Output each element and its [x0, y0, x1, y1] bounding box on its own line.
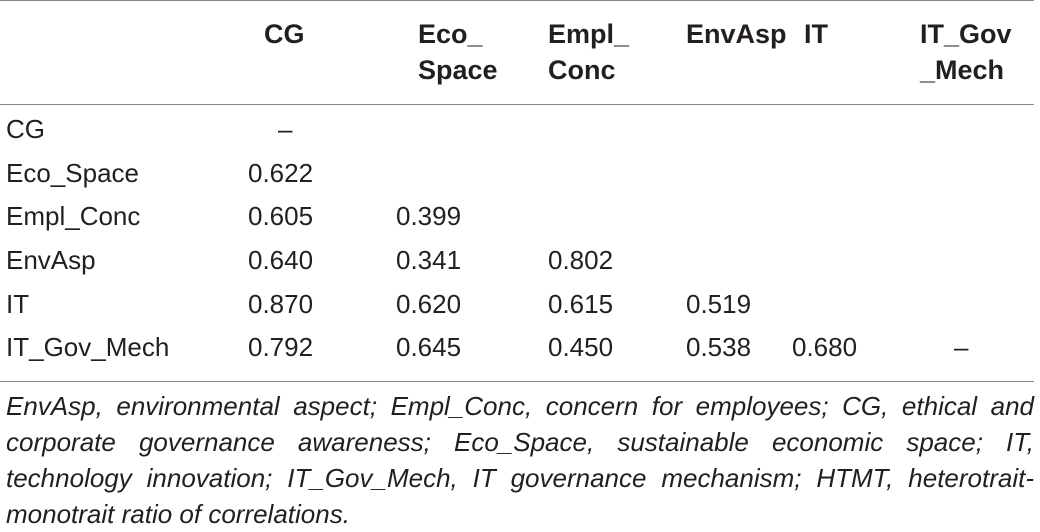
table-cell: 0.640 — [248, 245, 314, 276]
table-cell — [902, 152, 1034, 196]
table-cell — [902, 239, 1034, 283]
table-cell — [396, 104, 548, 152]
table-cell — [792, 282, 902, 326]
top-rule — [0, 0, 1034, 1]
row-label-envasp: EnvAsp — [6, 245, 96, 276]
table-cell: 0.620 — [396, 288, 462, 319]
table-cell: 0.538 — [686, 332, 752, 363]
column-header-envasp: EnvAsp — [686, 19, 787, 49]
table-cell — [792, 239, 902, 283]
table-row: IT_Gov_Mech 0.792 0.645 0.450 0.538 0.68… — [0, 326, 1034, 370]
table-cell: 0.802 — [548, 245, 614, 276]
table-cell — [792, 195, 902, 239]
table-cell: 0.615 — [548, 288, 614, 319]
column-header-eco-space: Eco_ Space — [418, 19, 498, 85]
htmt-correlation-table: CG Eco_ Space Empl_ Conc EnvAsp IT IT_Go… — [0, 0, 1034, 370]
table-cell — [548, 195, 686, 239]
table-cell — [902, 195, 1034, 239]
row-label-eco-space: Eco_Space — [6, 157, 139, 188]
table-cell — [792, 152, 902, 196]
table-cell: 0.870 — [248, 288, 314, 319]
table-footnote: EnvAsp, environmental aspect; Empl_Conc,… — [6, 391, 1034, 529]
row-label-it: IT — [6, 288, 30, 319]
table-cell: – — [954, 332, 969, 363]
table-cell: 0.519 — [686, 288, 752, 319]
table-cell — [792, 104, 902, 152]
row-label-cg: CG — [6, 114, 45, 145]
table-cell: 0.622 — [248, 157, 314, 188]
table-cell: 0.645 — [396, 332, 462, 363]
column-header-empl-conc: Empl_ Conc — [548, 19, 630, 85]
row-label-empl-conc: Empl_Conc — [6, 201, 141, 232]
table-cell — [548, 104, 686, 152]
table-row: Eco_Space 0.622 — [0, 152, 1034, 196]
column-header-it: IT — [804, 19, 828, 49]
row-label-it-gov-mech: IT_Gov_Mech — [6, 332, 170, 363]
header-rule — [0, 104, 1034, 105]
column-header-it-gov-mech: IT_Gov _Mech — [920, 19, 1012, 85]
header-row: CG Eco_ Space Empl_ Conc EnvAsp IT IT_Go… — [0, 0, 1034, 104]
table-cell — [686, 152, 792, 196]
table-row: Empl_Conc 0.605 0.399 — [0, 195, 1034, 239]
table-row: IT 0.870 0.620 0.615 0.519 — [0, 282, 1034, 326]
bottom-rule — [0, 381, 1034, 382]
table-row: CG – — [0, 104, 1034, 152]
column-header-cg: CG — [264, 19, 305, 49]
table-cell: 0.450 — [548, 332, 614, 363]
table-cell — [396, 152, 548, 196]
table-cell: 0.680 — [792, 332, 858, 363]
table-row: EnvAsp 0.640 0.341 0.802 — [0, 239, 1034, 283]
table-cell — [902, 282, 1034, 326]
table-cell: 0.341 — [396, 245, 462, 276]
table-cell: – — [278, 114, 293, 145]
table-cell: 0.399 — [396, 201, 462, 232]
table-cell — [902, 104, 1034, 152]
table-cell: 0.605 — [248, 201, 314, 232]
table-cell — [686, 195, 792, 239]
table-cell — [686, 104, 792, 152]
table-cell — [686, 239, 792, 283]
header-corner — [0, 0, 248, 104]
table-cell — [548, 152, 686, 196]
table-cell: 0.792 — [248, 332, 314, 363]
